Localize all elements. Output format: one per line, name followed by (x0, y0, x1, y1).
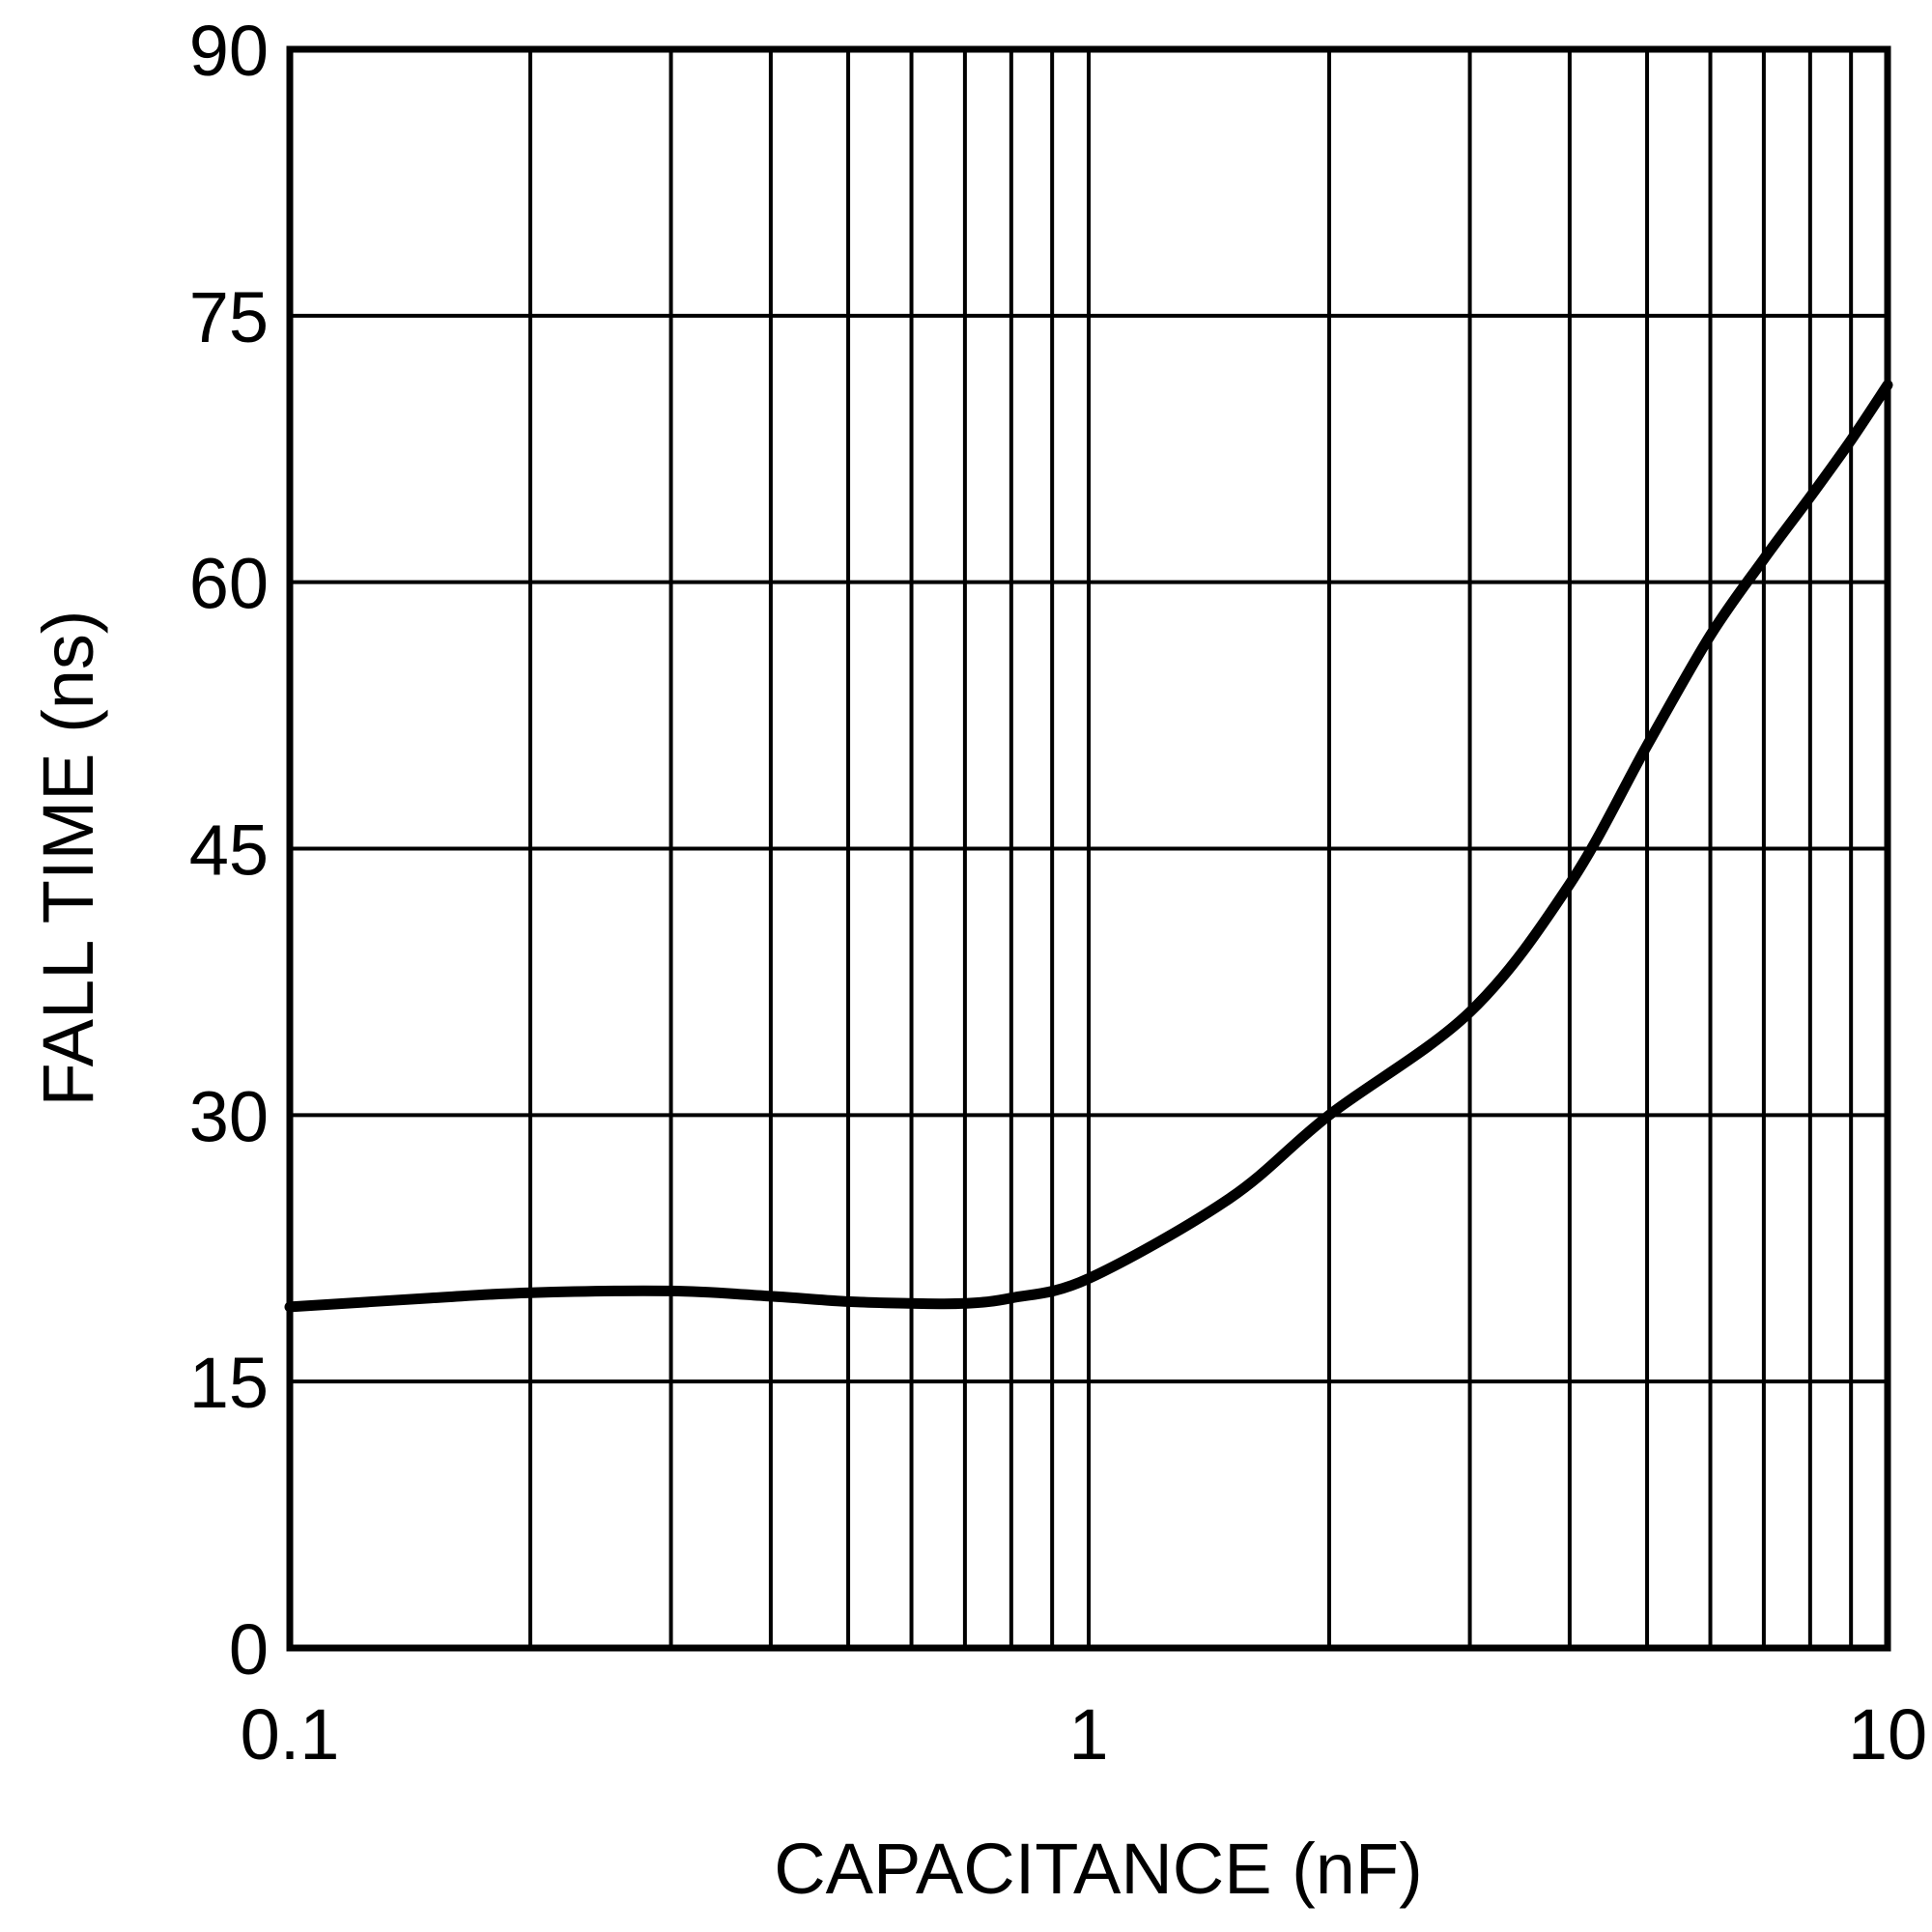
x-tick-label: 0.1 (241, 1694, 340, 1775)
x-tick-label: 1 (1068, 1694, 1108, 1775)
y-tick-label: 90 (189, 11, 269, 91)
fall-time-curve (284, 380, 1893, 1313)
y-axis-title: FALL TIME (ns) (28, 610, 108, 1106)
y-tick-label: 60 (189, 544, 269, 624)
y-tick-label: 45 (189, 810, 269, 891)
y-tick-label: 75 (189, 277, 269, 357)
plot-frame (286, 45, 1891, 1652)
x-tick-labels: 0.1 1 10 (241, 1694, 1928, 1775)
y-tick-label: 0 (229, 1609, 269, 1690)
x-tick-label: 10 (1848, 1694, 1927, 1775)
x-axis-title: CAPACITANCE (nF) (774, 1829, 1423, 1909)
y-tick-labels: 0 15 30 45 60 75 90 (189, 11, 269, 1690)
y-tick-label: 15 (189, 1343, 269, 1423)
grid-lines (290, 49, 1888, 1648)
y-tick-label: 30 (189, 1076, 269, 1156)
